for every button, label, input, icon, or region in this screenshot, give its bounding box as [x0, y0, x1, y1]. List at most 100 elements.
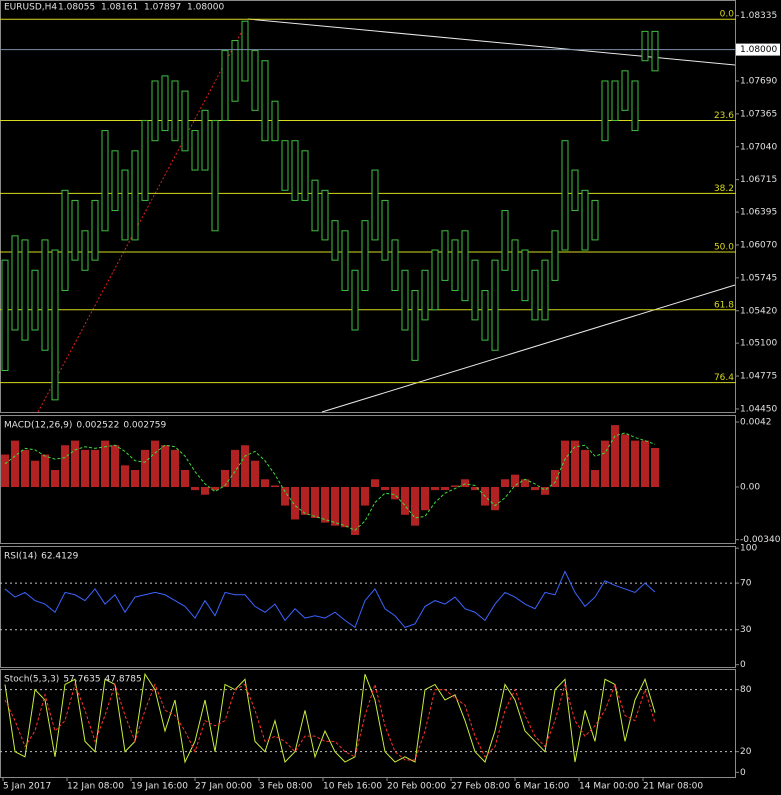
price-bar	[651, 30, 659, 72]
macd-bar	[411, 487, 419, 526]
y-tick-label: -0.003404	[740, 535, 781, 545]
indicator-line	[4, 570, 656, 629]
price-bar	[81, 230, 89, 271]
price-bar	[621, 70, 629, 111]
indicator-title: RSI(14)	[4, 552, 37, 562]
y-tick-label: 30	[740, 625, 752, 635]
price-bar	[31, 269, 39, 331]
y-tick-label: 1.04450	[740, 404, 777, 414]
price-bar	[181, 90, 189, 152]
price-bar	[571, 169, 579, 212]
macd-bar	[251, 460, 259, 488]
ohlc-value: 1.08000	[187, 3, 224, 13]
macd-bar	[41, 454, 49, 488]
price-bar	[141, 119, 149, 201]
macd-bar	[51, 469, 59, 488]
x-tick-label: 21 Mar 08:00	[643, 782, 703, 792]
price-bar	[301, 150, 309, 201]
price-bar	[201, 109, 209, 171]
y-tick-label: 1.05420	[740, 306, 777, 316]
price-bar	[391, 239, 399, 292]
macd-bar	[261, 479, 269, 488]
price-bar	[491, 259, 499, 351]
y-tick-label: 1.07365	[740, 109, 777, 119]
macd-bar	[281, 487, 289, 506]
macd-bar	[381, 487, 389, 491]
x-tick-label: 10 Feb 16:00	[323, 782, 382, 792]
macd-bar	[641, 440, 649, 488]
symbol: EURUSD,H4	[4, 3, 57, 13]
indicator-value: 0.002522	[76, 421, 119, 431]
price-bar	[551, 230, 559, 281]
x-tick-label: 6 Mar 16:00	[515, 782, 570, 792]
price-bar	[101, 130, 109, 232]
fibo-label: 61.8	[714, 300, 734, 310]
price-bar	[641, 30, 649, 62]
macd-bar	[631, 440, 639, 488]
macd-bar	[271, 485, 279, 488]
indicator-value: 62.4129	[41, 552, 78, 562]
indicator-value: 57.7635	[63, 675, 100, 685]
price-bar	[11, 235, 19, 331]
macd-bar	[61, 445, 69, 488]
y-tick-label: 1.05100	[740, 339, 777, 349]
x-tick-label: 14 Mar 00:00	[579, 782, 639, 792]
main-panel	[0, 0, 736, 413]
macd-bar	[371, 479, 379, 488]
price-bar	[71, 199, 79, 261]
price-bar	[161, 75, 169, 132]
macd-bar	[531, 487, 539, 491]
price-bar	[331, 220, 339, 261]
price-bar	[111, 150, 119, 212]
y-tick-label: 0.00	[740, 483, 760, 493]
macd-bar	[21, 449, 29, 488]
macd-bar	[351, 487, 359, 535]
price-bar	[291, 140, 299, 201]
price-bar	[501, 210, 509, 271]
macd-bar	[11, 440, 19, 488]
y-tick-label: 0.0042	[740, 418, 772, 428]
price-bar	[271, 100, 279, 142]
macd-bar	[311, 487, 319, 518]
price-bar	[411, 290, 419, 361]
macd-bar	[81, 449, 89, 488]
price-bar	[341, 230, 349, 292]
price-bar	[321, 189, 329, 241]
price-bar	[541, 259, 549, 321]
price-bar	[21, 239, 29, 341]
price-bar	[361, 220, 369, 292]
x-tick-label: 27 Jan 00:00	[195, 782, 252, 792]
y-tick-label: 70	[740, 579, 752, 589]
price-bar	[481, 290, 489, 341]
macd-bar	[131, 469, 139, 488]
price-bar	[91, 199, 99, 261]
indicator-title: MACD(12,26,9)	[4, 421, 72, 431]
y-tick-label: 1.07690	[740, 76, 777, 86]
y-tick-label: 100	[740, 544, 757, 554]
macd-bar	[541, 487, 549, 495]
macd-bar	[611, 425, 619, 488]
macd-bar	[501, 479, 509, 488]
fibo-label: 0.0	[720, 10, 735, 20]
fibo-label: 38.2	[714, 184, 734, 194]
macd-bar	[151, 440, 159, 488]
macd-bar	[451, 485, 459, 488]
price-bar	[511, 239, 519, 292]
price-bar	[191, 130, 199, 171]
current-price-label: 1.08000	[740, 45, 777, 55]
price-bar	[171, 80, 179, 142]
indicator-value: 0.002759	[123, 421, 166, 431]
price-bar	[581, 189, 589, 251]
price-bar	[41, 239, 49, 351]
trend-line	[321, 284, 736, 413]
macd-bar	[291, 487, 299, 520]
macd-bar	[101, 440, 109, 488]
macd-bar	[241, 445, 249, 488]
price-bar	[211, 119, 219, 232]
price-bar	[611, 80, 619, 121]
macd-bar	[601, 440, 609, 488]
indicator-title: Stoch(5,3,3)	[4, 675, 59, 685]
macd-bar	[171, 449, 179, 488]
price-bar	[61, 189, 69, 292]
macd-bar	[461, 479, 469, 488]
